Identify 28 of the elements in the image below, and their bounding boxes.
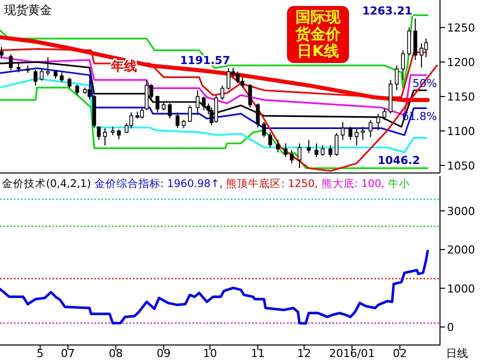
y-tick-label: 1100 xyxy=(447,124,475,138)
chart-title: 金价技术(0,4,2,1) xyxy=(2,177,94,190)
annotation: 1263.21 xyxy=(362,4,412,18)
annotation: 国际现货金价日K线 xyxy=(294,8,342,60)
x-tick-label: 02 xyxy=(392,347,407,360)
x-tick-label: 08 xyxy=(108,347,123,360)
y-tick-label: 0 xyxy=(447,320,454,334)
annotation: 1046.2 xyxy=(378,154,420,168)
x-tick-label: 07 xyxy=(60,347,75,360)
y-tick-label: 1050 xyxy=(447,159,475,172)
x-tick-label: 10 xyxy=(202,347,217,360)
x-tick-label: 11 xyxy=(250,347,265,360)
x-tick-label: 09 xyxy=(156,347,171,360)
ref-line-label: 熊顶牛底区: 1250, xyxy=(226,177,322,190)
x-axis-title: 日线 xyxy=(446,347,468,360)
x-tick-label: 12 xyxy=(297,347,312,360)
x-tick-label: 5 xyxy=(36,347,44,360)
chart-title: 现货黄金 xyxy=(4,3,52,17)
x-tick-label: 2016/01 xyxy=(329,347,375,360)
y-tick-label: 1250 xyxy=(447,22,475,35)
annotation: 金价综合指标: 1960.98↑, xyxy=(94,177,226,190)
y-tick-label: 1150 xyxy=(447,90,475,104)
y-tick-label: 3000 xyxy=(447,204,475,218)
y-tick-label: 1200 xyxy=(447,56,475,70)
y-tick-label: 2000 xyxy=(447,244,475,257)
ref-line-label: 熊大底: 100, xyxy=(321,177,388,190)
ref-line-label: 牛小 xyxy=(388,177,410,190)
y-tick-label: 1000 xyxy=(447,282,475,296)
